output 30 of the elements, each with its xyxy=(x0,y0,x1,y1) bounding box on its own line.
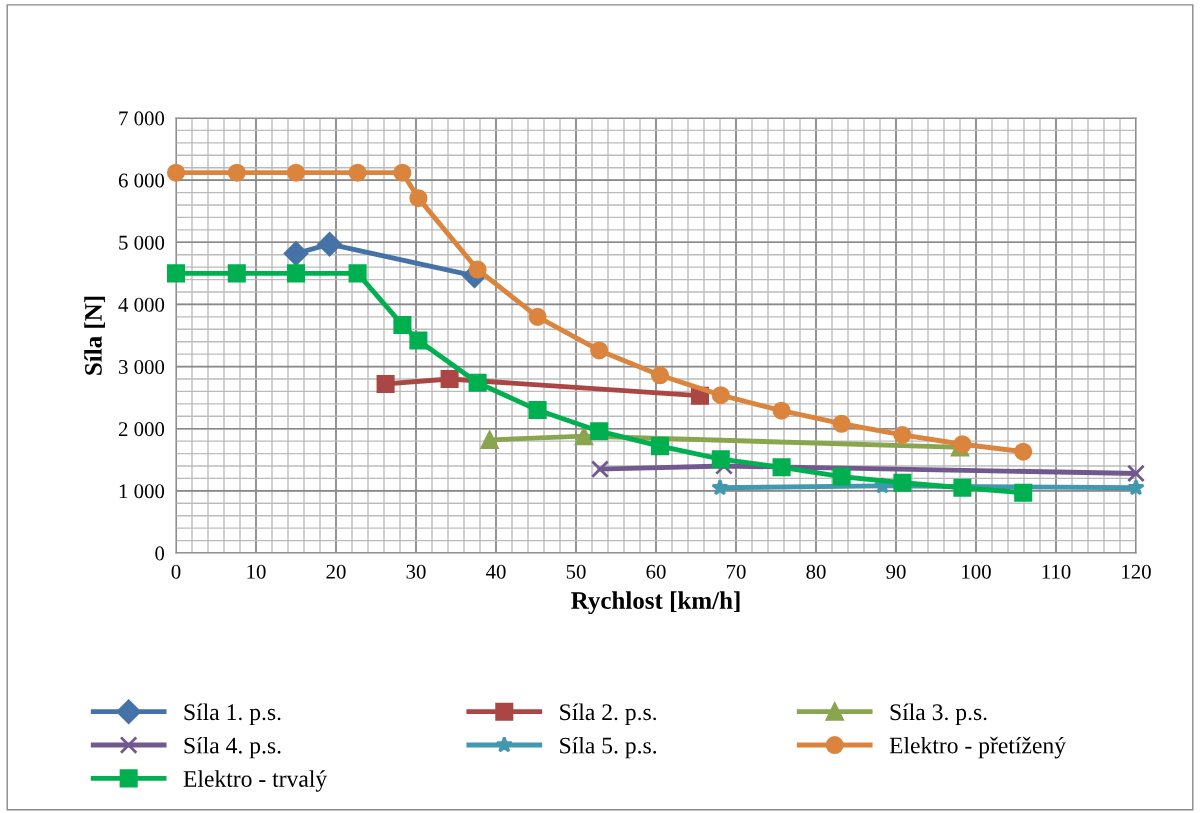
legend-label: Síla 4. p.s. xyxy=(184,736,281,759)
x-tick-label: 0 xyxy=(171,564,181,579)
x-tick-label: 80 xyxy=(806,564,826,579)
x-tick-label: 90 xyxy=(886,564,906,579)
y-tick-label: 7 000 xyxy=(119,111,165,126)
x-tick-label: 70 xyxy=(726,564,746,579)
x-axis-title: Rychlost [km/h] xyxy=(571,591,740,615)
x-tick-label: 10 xyxy=(247,564,266,579)
x-tick-label: 100 xyxy=(962,564,991,579)
legend-label: Síla 5. p.s. xyxy=(560,736,657,759)
legend-label: Elektro - trvalý xyxy=(183,770,328,792)
y-tick-label: 6 000 xyxy=(118,173,165,188)
legend-label: Síla 2. p.s. xyxy=(560,703,657,725)
y-tick-label: 1 000 xyxy=(119,484,165,499)
x-tick-label: 60 xyxy=(646,564,666,579)
y-tick-label: 0 xyxy=(155,546,165,561)
y-tick-label: 4 000 xyxy=(118,297,165,312)
x-tick-label: 30 xyxy=(406,564,426,579)
x-tick-label: 40 xyxy=(485,564,506,579)
x-tick-label: 120 xyxy=(1122,564,1151,579)
y-tick-label: 3 000 xyxy=(119,359,165,374)
legend-label: Síla 3. p.s. xyxy=(890,703,987,725)
legend-label: Elektro - přetížený xyxy=(889,736,1066,759)
x-tick-label: 50 xyxy=(566,564,586,579)
legend-label: Síla 1. p.s. xyxy=(184,703,281,725)
y-axis-title: Síla [N] xyxy=(84,296,105,375)
y-tick-label: 2 000 xyxy=(118,422,165,437)
y-tick-label: 5 000 xyxy=(119,235,165,250)
x-tick-label: 110 xyxy=(1042,564,1071,579)
x-tick-label: 20 xyxy=(326,564,346,579)
